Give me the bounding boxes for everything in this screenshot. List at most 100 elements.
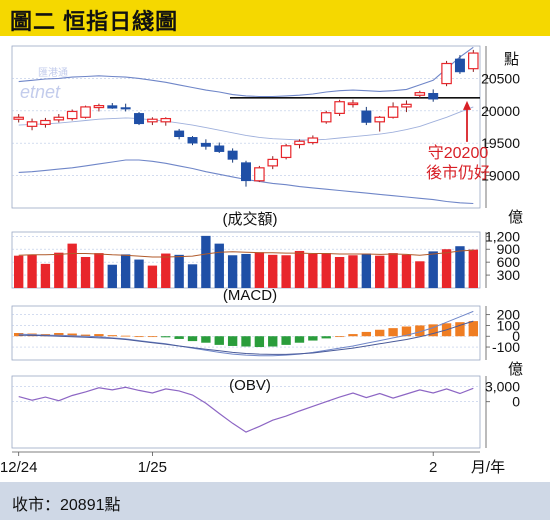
candle-up xyxy=(320,112,332,123)
macd-ytick-label: 100 xyxy=(497,317,521,333)
chart-canvas: 19000195002000020500匯港通etnet守20200後市仍好點 … xyxy=(0,36,550,482)
candle-up xyxy=(53,116,65,121)
macd-bar-negative xyxy=(187,336,198,342)
volume-bar xyxy=(54,252,64,288)
macd-bar-positive xyxy=(147,336,158,338)
volume-bar xyxy=(94,253,104,288)
candle-down xyxy=(214,145,225,152)
volume-bar xyxy=(348,255,358,288)
annotation-text: 後市仍好 xyxy=(426,164,490,182)
macd-bar-negative xyxy=(161,336,171,338)
volume-bar xyxy=(388,253,398,288)
x-tick-label: 12/24 xyxy=(0,459,37,476)
macd-bar-negative xyxy=(321,336,331,339)
macd-bar-negative xyxy=(308,336,318,341)
macd-bar-positive xyxy=(388,328,398,337)
candle-down xyxy=(107,105,118,109)
macd-bar-negative xyxy=(227,336,238,346)
candle-down xyxy=(120,107,131,110)
macd-bar-negative xyxy=(174,336,184,339)
candle-up xyxy=(307,137,319,144)
macd-title: (MACD) xyxy=(223,287,277,304)
candle-up xyxy=(66,110,78,120)
macd-bar-positive xyxy=(120,335,131,337)
macd-signal-line xyxy=(18,320,474,355)
volume-bar xyxy=(201,235,211,288)
candle-down xyxy=(187,137,198,144)
macd-bar-negative xyxy=(268,336,278,347)
obv-unit-label: 億 xyxy=(508,361,523,378)
obv-ytick-label: 3,000 xyxy=(485,378,520,394)
price-frame xyxy=(11,45,481,209)
volume-bar xyxy=(254,252,265,288)
volume-bar xyxy=(361,253,372,288)
price-ytick-label: 20000 xyxy=(481,103,520,119)
candle-down xyxy=(200,142,211,147)
macd-bar-positive xyxy=(54,333,64,337)
candle-up xyxy=(401,103,412,108)
candle-up xyxy=(387,106,399,118)
macd-bar-positive xyxy=(134,336,144,338)
macd-bar-positive xyxy=(401,326,412,337)
volume-bar xyxy=(455,246,465,288)
candle-up xyxy=(347,102,359,106)
volume-bar xyxy=(281,255,291,288)
obv-panel: 03,000 (OBV) 億 xyxy=(11,361,523,449)
volume-bar xyxy=(14,255,24,288)
closing-price-text: 收市：20891點 xyxy=(12,497,121,514)
candle-up xyxy=(80,106,91,118)
candle-down xyxy=(454,58,465,73)
volume-bar xyxy=(134,259,144,288)
volume-bar xyxy=(401,254,412,288)
candle-up xyxy=(280,145,292,159)
candle-down xyxy=(134,113,145,125)
chart-title: 圖二 恒指日綫圖 xyxy=(10,9,179,34)
volume-bar xyxy=(415,261,425,288)
volume-bar xyxy=(308,253,318,288)
macd-bar-positive xyxy=(94,334,104,337)
macd-bar-positive xyxy=(415,325,425,337)
obv-title: (OBV) xyxy=(229,377,271,394)
candle-up xyxy=(267,158,279,167)
macd-bar-negative xyxy=(214,336,224,345)
volume-bar xyxy=(107,264,117,288)
candle-down xyxy=(361,110,372,123)
volume-bar xyxy=(241,253,251,288)
obv-line xyxy=(18,386,474,433)
price-ytick-label: 20500 xyxy=(481,70,520,86)
macd-bar-positive xyxy=(67,333,77,337)
annotation-text: 守20200 xyxy=(428,144,489,162)
macd-bar-positive xyxy=(348,334,358,337)
candle-up xyxy=(26,121,38,127)
macd-ytick-label: -100 xyxy=(492,339,520,355)
price-unit-label: 點 xyxy=(504,51,519,68)
candle-up xyxy=(93,105,105,109)
volume-ytick-label: 600 xyxy=(497,254,521,270)
candle-down xyxy=(174,130,185,138)
macd-bar-positive xyxy=(428,324,438,337)
candle-up xyxy=(40,119,51,126)
volume-bar xyxy=(375,255,385,288)
candle-up xyxy=(13,116,24,120)
macd-bar-negative xyxy=(294,336,305,343)
title-bar: 圖二 恒指日綫圖 xyxy=(0,0,550,36)
volume-ytick-label: 900 xyxy=(497,241,521,257)
candle-up xyxy=(254,167,265,182)
macd-bar-positive xyxy=(361,331,372,337)
obv-frame xyxy=(11,375,481,449)
watermark-etnet: etnet xyxy=(20,82,61,102)
macd-bar-positive xyxy=(375,329,385,337)
volume-bar xyxy=(187,264,198,288)
macd-ytick-label: 200 xyxy=(497,307,521,323)
macd-bar-negative xyxy=(254,336,265,348)
footer-bar: 收市：20891點 xyxy=(0,482,550,520)
macd-bar-negative xyxy=(241,336,251,347)
candle-up xyxy=(334,101,345,114)
volume-bar xyxy=(161,253,171,288)
volume-ytick-label: 1,200 xyxy=(485,228,520,244)
volume-bar xyxy=(214,243,224,288)
macd-bar-negative xyxy=(201,336,211,343)
price-panel: 19000 19500 20000 20500 匯港通 etnet 守20200 後市仍好 點 xyxy=(11,45,520,209)
volume-bar xyxy=(268,254,278,288)
